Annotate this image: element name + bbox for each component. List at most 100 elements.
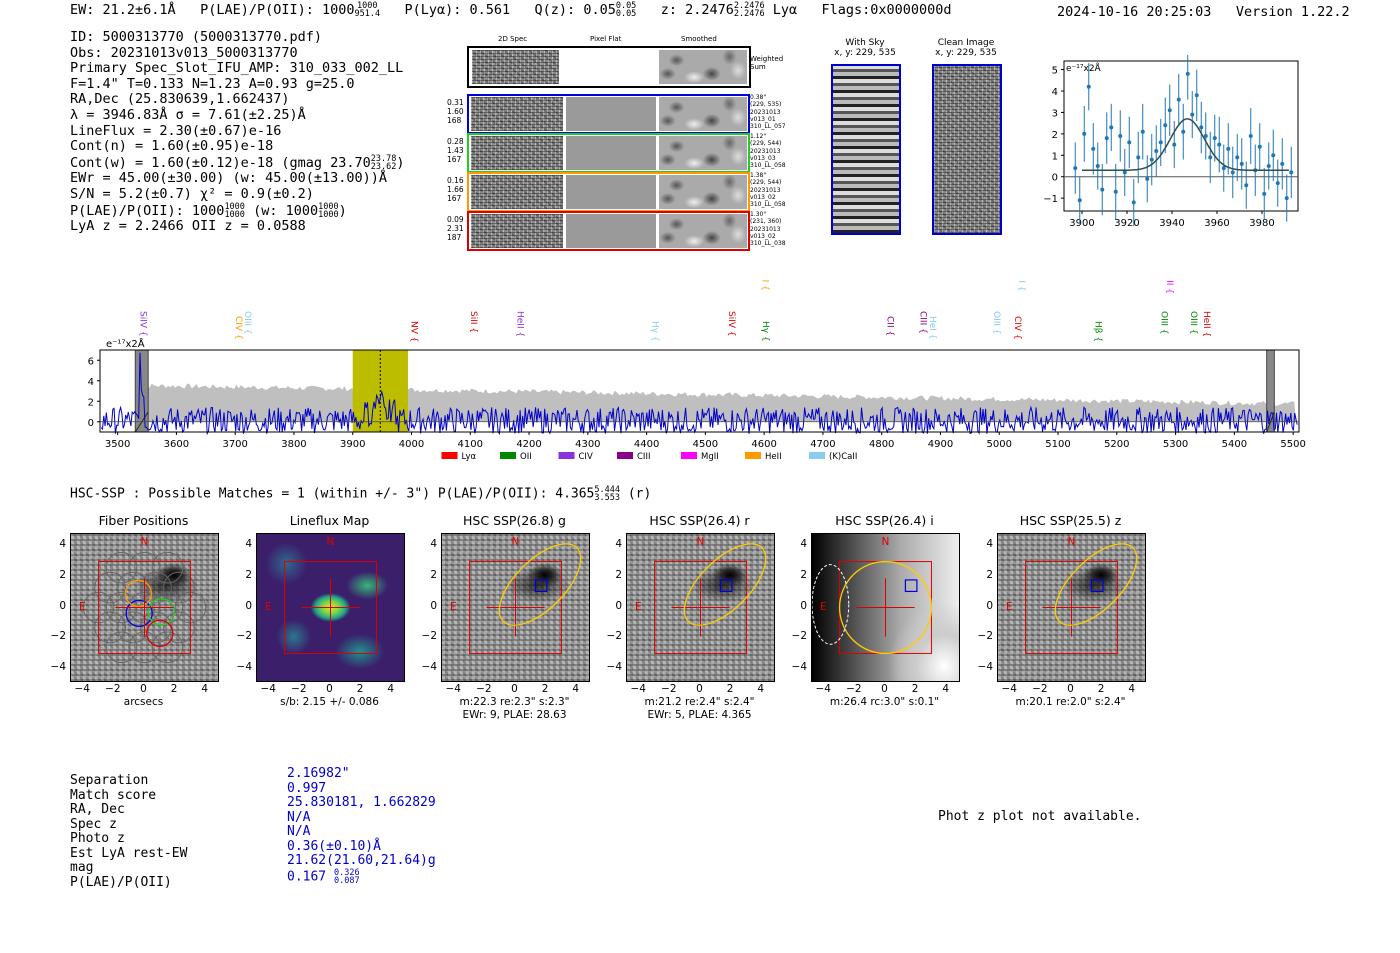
fiber-detail: (231, 360) [750, 218, 782, 226]
north-label: N [696, 536, 705, 548]
plae-frac: 0.326 0.087 [333, 867, 360, 886]
fiber-highlight [125, 599, 153, 628]
emission-line-label: OIII { [1016, 280, 1026, 292]
legend-label: Lyα [462, 452, 477, 462]
data-point [1154, 149, 1159, 153]
y-tick-label: 0 [615, 599, 622, 612]
east-label: E [79, 600, 86, 613]
emission-line-label: Hγ { [760, 321, 770, 342]
data-point [1248, 134, 1253, 138]
x-tick-label: 0 [1067, 683, 1074, 695]
spec2d-row [467, 211, 750, 251]
info-params: F=1.4" T=0.133 N=1.23 A=0.93 g=25.0 [70, 75, 355, 92]
info-plae: P(LAE)/P(OII): 1000 1000 1000 (w: 1000 1000… [70, 201, 347, 220]
x-tick-label: 5400 [1222, 439, 1247, 450]
x-tick-label: 3900 [340, 439, 365, 450]
x-tick-label: 3940 [1159, 218, 1184, 229]
detail-value: 2.16982" [287, 766, 350, 781]
x-tick-label: 4000 [399, 439, 424, 450]
fiber-circle [163, 571, 195, 604]
data-point [1095, 164, 1100, 168]
fiber-detail: 1.12" [750, 133, 767, 140]
x-tick-label: 3800 [281, 439, 306, 450]
panel-caption: arcsecs [123, 696, 164, 708]
data-point [1131, 200, 1136, 205]
header-version: Version 1.22.2 [1235, 4, 1350, 20]
x-tick-label: −2 [661, 683, 677, 695]
y-tick-label: −2 [50, 630, 66, 643]
y-tick-label: 5 [1052, 66, 1058, 77]
header-plya: P(Lyα): 0.561 [404, 2, 511, 18]
x-tick-label: 5500 [1280, 439, 1305, 450]
data-point [1230, 170, 1235, 175]
detail-label: mag [70, 860, 94, 875]
data-point [1208, 155, 1213, 160]
fiber-detail: 20231013 [750, 225, 781, 233]
data-point [1235, 155, 1240, 160]
hetdex-position-box [534, 579, 548, 593]
detail-label: RA, Dec [70, 802, 125, 817]
weighted-sum-label: Weighted Sum [750, 55, 784, 71]
y-tick-label: 2 [615, 568, 622, 581]
emission-line-label: Hγ { [649, 321, 659, 342]
data-point [1145, 176, 1150, 181]
east-label: E [635, 600, 642, 613]
panel-caption: m:26.4 rc:3.0" s:0.1" [829, 696, 940, 708]
fiber-weight: 0.16 [447, 176, 464, 185]
spec2d-row [467, 94, 750, 134]
legend-label: OII [520, 452, 532, 462]
fiber-weight: 0.31 [447, 98, 464, 107]
legend-label: (K)CaII [829, 452, 857, 462]
x-tick-label: −2 [291, 683, 307, 695]
legend-label: HeII [765, 452, 782, 462]
source-ellipse [1054, 543, 1138, 626]
y-tick-label: 0 [1052, 173, 1058, 184]
emission-line-label: CIV { [233, 316, 243, 340]
emission-line-label: OIII { [1158, 311, 1168, 335]
fiber-circle [151, 631, 184, 664]
x-tick-label: 0 [326, 683, 333, 695]
header-qz: Q(z): 0.05 [534, 2, 616, 18]
plot-frame [1063, 60, 1299, 212]
detail-value: 0.997 [287, 780, 327, 796]
col-2d-spec: 2D Spec [498, 35, 528, 43]
north-label: N [881, 536, 890, 548]
y-tick-label: 0 [59, 599, 66, 612]
y-tick-label: −4 [791, 660, 807, 673]
fiber-details: 1.38" (229, 544) 20231013 v013_02 310_LL_058 [750, 172, 786, 208]
y-tick-label: 4 [1052, 87, 1058, 98]
data-point [1109, 125, 1114, 130]
north-label: N [511, 536, 520, 548]
x-tick-label: 2 [356, 683, 364, 695]
x-tick-label: 3500 [105, 439, 130, 450]
legend-label: CIV [579, 452, 593, 462]
panel-title: HSC SSP(26.4) r [649, 513, 750, 528]
legend-swatch [809, 452, 826, 459]
source-ellipse [498, 543, 582, 626]
detail-label: P(LAE)/P(OII) [70, 874, 172, 890]
x-tick-label: 5200 [1104, 439, 1129, 450]
fiber-detail: v013_02 [750, 232, 776, 240]
aperture-box [98, 561, 191, 654]
fiber-detail: 20231013 [750, 108, 781, 116]
header-right: 2024-10-16 20:25:03 Version 1.22.2 [1057, 4, 1350, 20]
x-tick-label: 3600 [164, 439, 189, 450]
data-point [1266, 164, 1271, 168]
fiber-weights: 0.28 1.43 167 [447, 137, 464, 164]
panel-title: Lineflux Map [289, 513, 370, 528]
y-tick-label: 0 [430, 599, 437, 612]
header-z: z: 2.2476 [660, 2, 734, 18]
spec2d-row [467, 133, 750, 173]
data-point [1127, 140, 1132, 145]
detail-value: 0.36(±0.10)Å [287, 838, 381, 854]
y-tick-label: −1 [1043, 194, 1058, 205]
y-tick-label: −4 [50, 660, 66, 673]
fiber-circle [151, 551, 184, 584]
header-bar: EW: 21.2±6.1Å P(LAE)/P(OII): 1000 1000 951… [70, 2, 952, 19]
pixel-flat-cutout [566, 175, 656, 209]
x-tick-label: −2 [105, 683, 121, 695]
x-tick-label: 5100 [1045, 439, 1070, 450]
legend-swatch [617, 452, 634, 459]
